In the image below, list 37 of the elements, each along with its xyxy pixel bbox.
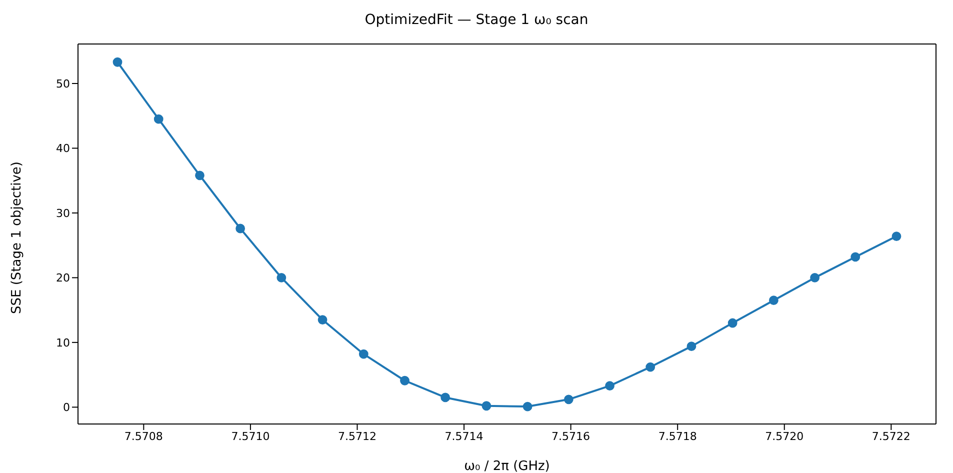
point (686, 342, 696, 352)
y-tick-label: 10 (56, 336, 70, 350)
point (318, 315, 328, 324)
point (276, 272, 286, 282)
y-tick-label: 50 (56, 77, 70, 90)
x-tick-label: 7.5716 (552, 430, 590, 443)
x-tick-label: 7.5708 (124, 430, 163, 443)
y-tick-label: 0 (63, 401, 70, 414)
point (728, 318, 738, 328)
point (522, 402, 532, 412)
y-tick-label: 30 (56, 206, 70, 220)
point (440, 392, 450, 402)
point (482, 401, 492, 411)
x-axis-title: ω₀ / 2π (GHz) (464, 459, 550, 473)
y-tick-label: 20 (56, 272, 70, 285)
point (400, 376, 410, 386)
chart-title: OptimizedFit — Stage 1 ω₀ scan (364, 11, 590, 30)
point (195, 170, 204, 180)
y-axis-title: SSE (Stage 1 objective) (10, 162, 25, 314)
point (768, 296, 778, 306)
point (646, 362, 656, 372)
point (112, 57, 122, 67)
point (564, 394, 574, 404)
point (810, 272, 820, 282)
point (892, 232, 902, 241)
x-tick-label: 7.5722 (872, 430, 910, 443)
point (154, 114, 164, 124)
point (236, 224, 246, 234)
x-tick-label: 7.5712 (338, 430, 376, 443)
point (605, 381, 614, 391)
x-tick-label: 7.5714 (444, 430, 484, 443)
x-tick-label: 7.5710 (231, 430, 270, 443)
x-tick-label: 7.5720 (765, 430, 804, 443)
x-tick-label: 7.5718 (658, 430, 697, 443)
point (850, 252, 860, 262)
y-tick-label: 40 (56, 142, 70, 156)
point (358, 349, 368, 359)
